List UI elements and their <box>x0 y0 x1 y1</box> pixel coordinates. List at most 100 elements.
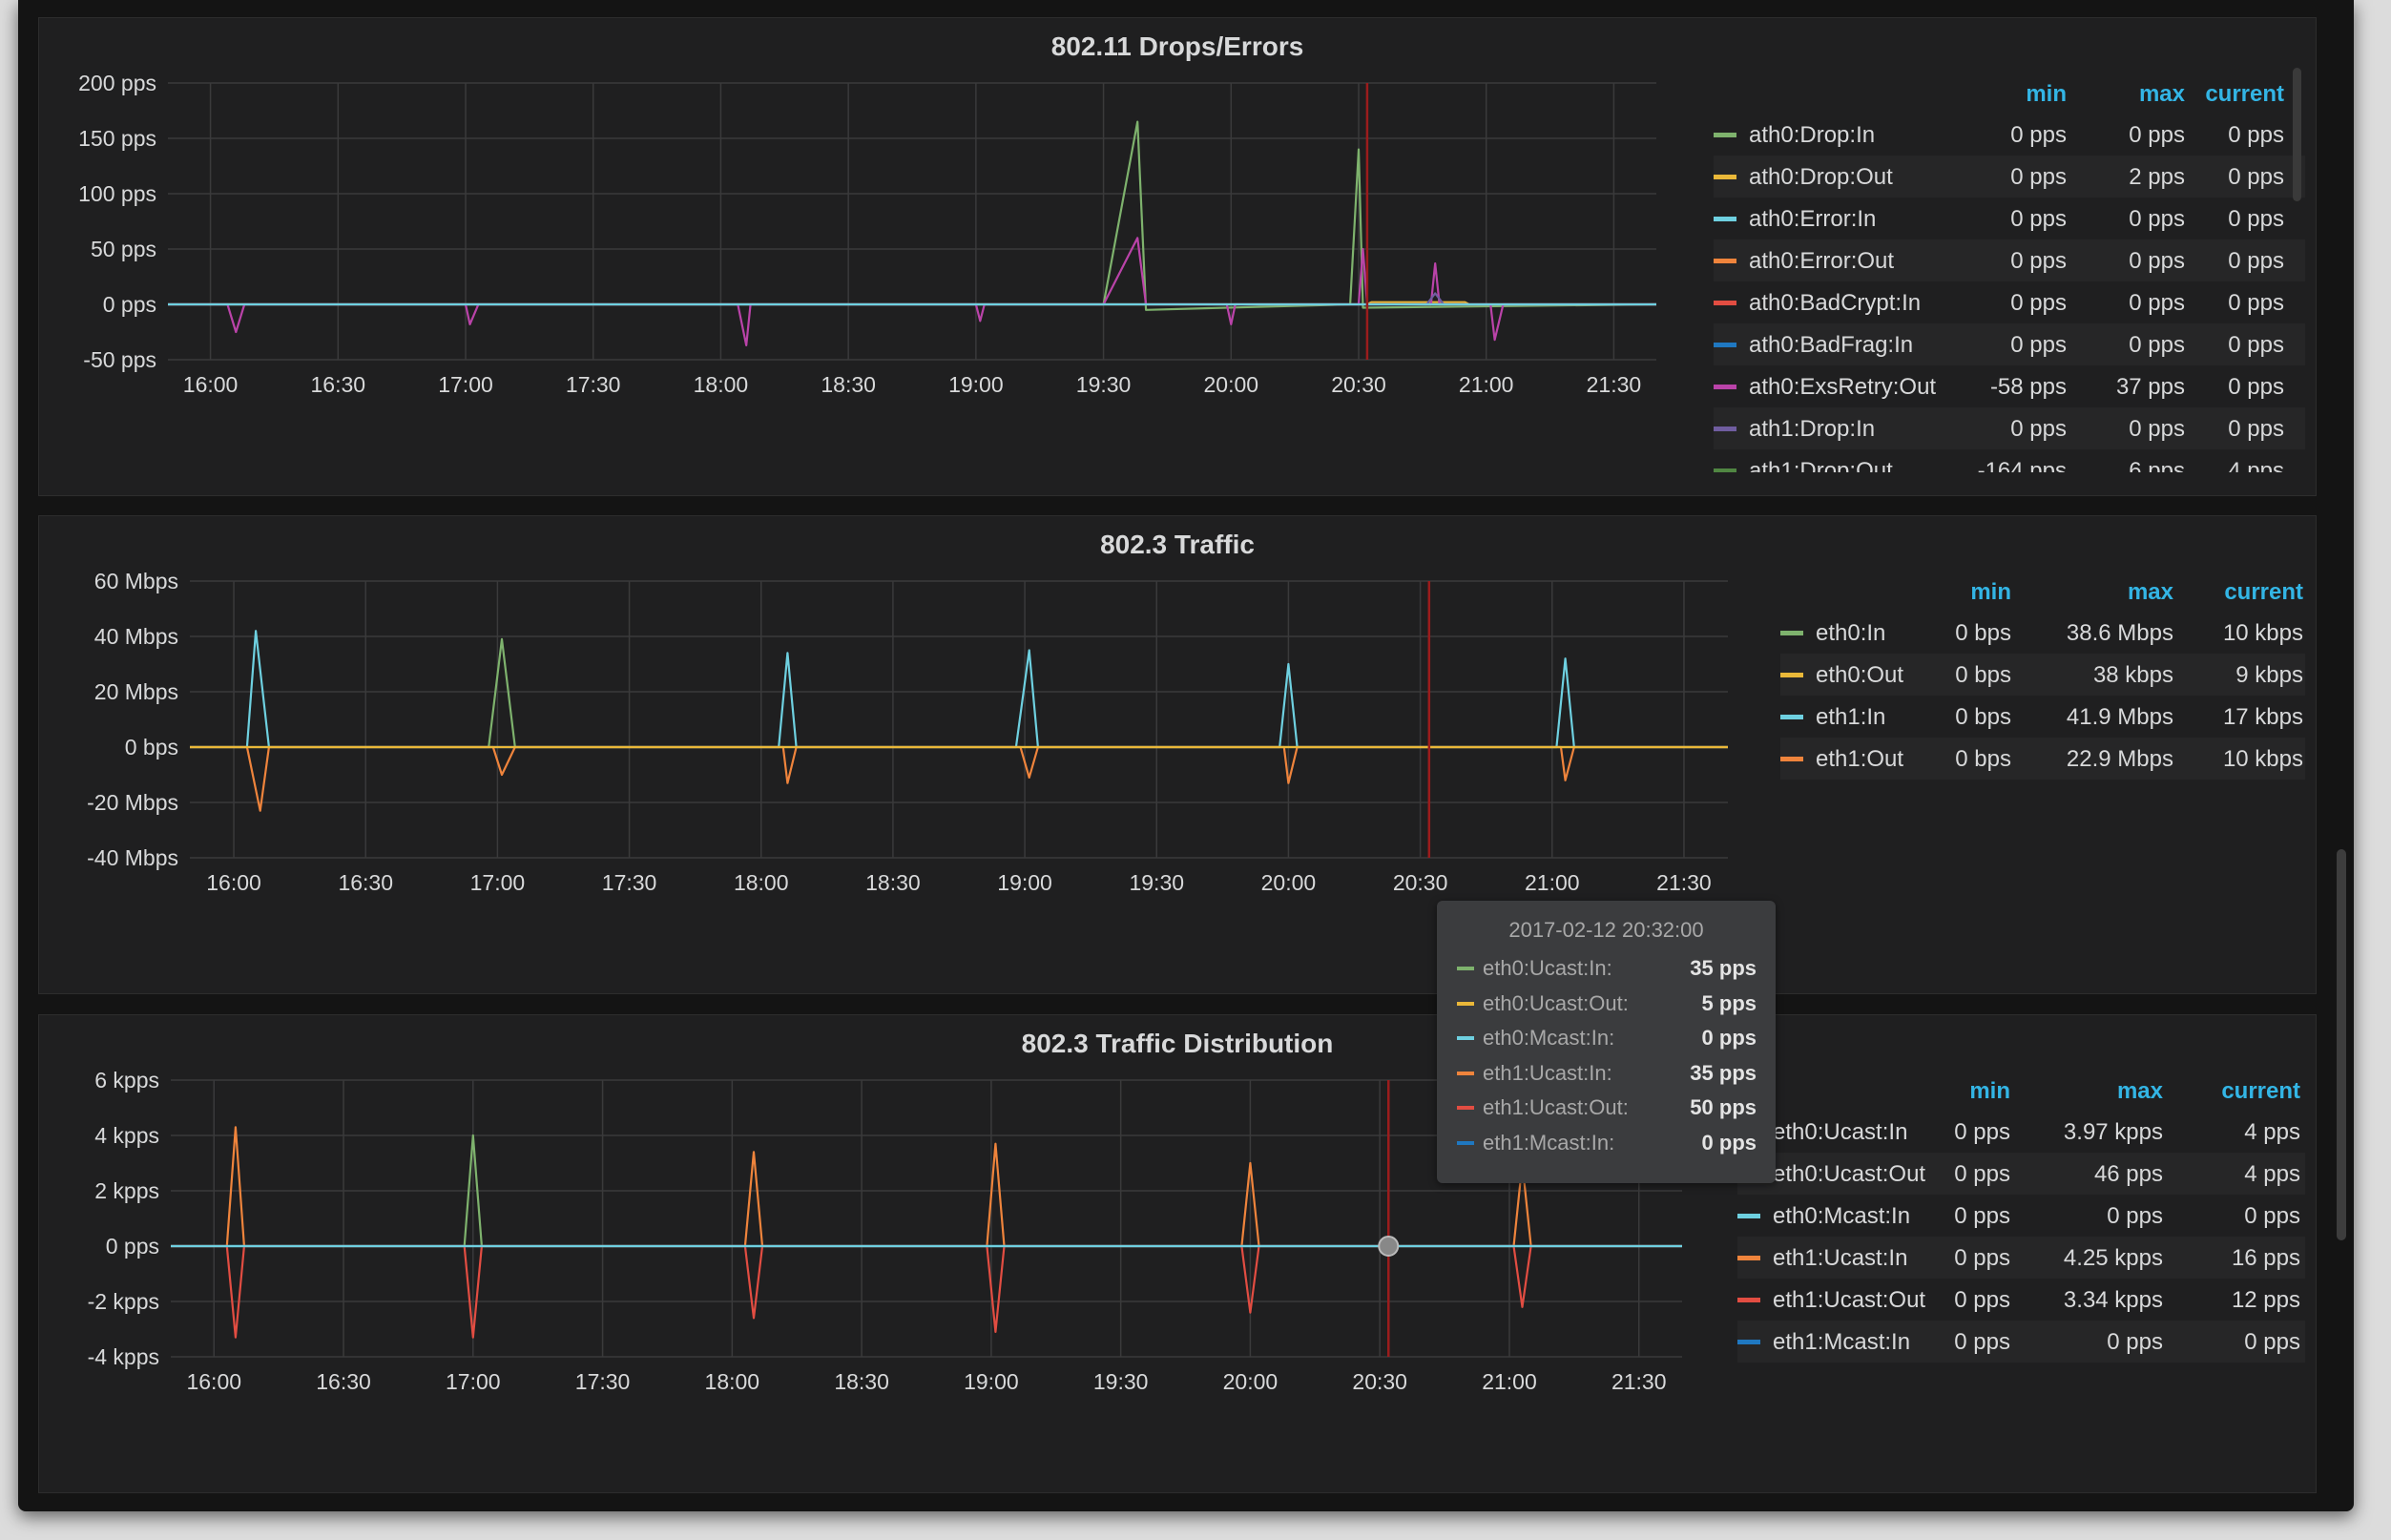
series-color-swatch[interactable] <box>1714 301 1736 305</box>
legend-row[interactable]: ath0:BadFrag:In 0 pps 0 pps 0 pps <box>1714 323 2305 365</box>
legend-row[interactable]: ath0:BadCrypt:In 0 pps 0 pps 0 pps <box>1714 281 2305 323</box>
series-color-swatch[interactable] <box>1780 631 1803 635</box>
legend-series-name[interactable]: ath0:BadCrypt:In <box>1749 290 1922 316</box>
legend-series-name[interactable]: eth1:Ucast:Out <box>1773 1287 1926 1313</box>
series-color-swatch[interactable] <box>1780 673 1803 677</box>
legend-sort-max[interactable]: max <box>2116 1078 2163 1104</box>
x-tick-label: 16:30 <box>316 1369 371 1394</box>
series-color-swatch[interactable] <box>1714 133 1736 137</box>
tooltip-color-swatch <box>1457 1106 1474 1110</box>
legend-sort-max[interactable]: max <box>2127 579 2173 605</box>
legend-sort-current[interactable]: current <box>2221 1078 2300 1104</box>
series-line[interactable] <box>171 1244 1682 1339</box>
legend-row[interactable]: eth1:Out 0 bps 22.9 Mbps 10 kbps <box>1780 738 2305 780</box>
legend-row[interactable]: eth1:In 0 bps 41.9 Mbps 17 kbps <box>1780 696 2305 738</box>
legend-series-name[interactable]: ath0:Error:Out <box>1749 248 1895 274</box>
legend-series-name[interactable]: eth0:Ucast:Out <box>1773 1161 1926 1187</box>
legend-row[interactable]: ath0:Error:Out 0 pps 0 pps 0 pps <box>1714 239 2305 281</box>
page-scrollbar[interactable] <box>2337 849 2346 1240</box>
x-tick-label: 19:30 <box>1129 870 1184 895</box>
y-tick-label: 40 Mbps <box>94 624 178 649</box>
series-line[interactable] <box>190 637 1728 749</box>
legend-sort-min[interactable]: min <box>1970 579 2011 605</box>
series-color-swatch[interactable] <box>1780 757 1803 761</box>
chart-drops-errors[interactable]: 200 pps 150 pps 100 pps 50 pps 0 pps -50 pps 1… <box>39 18 1699 495</box>
x-tick-label: 21:30 <box>1656 870 1712 895</box>
legend-row[interactable]: eth1:Ucast:Out 0 pps 3.34 kpps 12 pps <box>1737 1279 2305 1321</box>
legend-row[interactable]: ath1:Drop:In 0 pps 0 pps 0 pps <box>1714 407 2305 449</box>
grid <box>190 580 1728 859</box>
x-tick-label: 21:30 <box>1611 1369 1667 1394</box>
series-color-swatch[interactable] <box>1714 259 1736 263</box>
legend-series-name[interactable]: eth0:Out <box>1816 662 1904 688</box>
legend-series-name[interactable]: ath0:Error:In <box>1749 206 1877 232</box>
legend-row[interactable]: eth0:In 0 bps 38.6 Mbps 10 kbps <box>1780 612 2305 654</box>
legend-row[interactable]: eth0:Ucast:Out 0 pps 46 pps 4 pps <box>1737 1153 2305 1195</box>
series-color-swatch[interactable] <box>1737 1340 1760 1344</box>
x-tick-label: 21:00 <box>1482 1369 1537 1394</box>
chart-traffic[interactable]: 60 Mbps 40 Mbps 20 Mbps 0 bps -20 Mbps -40 Mb… <box>39 516 1757 993</box>
legend-row[interactable]: ath0:Drop:Out 0 pps 2 pps 0 pps <box>1714 156 2305 198</box>
legend-scrollbar[interactable] <box>2293 68 2301 201</box>
legend-value-min: 0 pps <box>2010 164 2067 190</box>
legend-series-name[interactable]: ath0:ExsRetry:Out <box>1749 374 1937 400</box>
legend-series-name[interactable]: ath0:Drop:In <box>1749 122 1876 148</box>
legend-row[interactable]: eth1:Mcast:In 0 pps 0 pps 0 pps <box>1737 1321 2305 1363</box>
series-line[interactable] <box>190 745 1728 812</box>
legend-series-name[interactable]: eth1:Mcast:In <box>1773 1329 1911 1355</box>
series-line[interactable] <box>168 120 1657 311</box>
y-tick-label: 50 pps <box>91 237 156 261</box>
series-color-swatch[interactable] <box>1714 468 1736 472</box>
legend-row[interactable]: ath0:Error:In 0 pps 0 pps 0 pps <box>1714 198 2305 239</box>
legend-series-name[interactable]: eth1:Ucast:In <box>1773 1245 1908 1271</box>
legend-series-name[interactable]: ath1:Drop:Out <box>1749 458 1893 472</box>
legend-series-name[interactable]: eth1:Out <box>1816 746 1904 772</box>
tooltip-series-name: eth1:Ucast:Out: <box>1483 1095 1629 1119</box>
series-color-swatch[interactable] <box>1714 385 1736 389</box>
series-line[interactable] <box>168 237 1656 346</box>
series-line[interactable] <box>190 630 1728 749</box>
legend-row[interactable]: ath1:Drop:Out -164 pps 6 pps 4 pps <box>1714 449 2305 472</box>
legend-value-min: 0 bps <box>1955 620 2011 646</box>
series-color-swatch[interactable] <box>1737 1298 1760 1302</box>
legend-value-current: 0 pps <box>2228 416 2284 442</box>
legend-row[interactable]: eth0:Mcast:In 0 pps 0 pps 0 pps <box>1737 1195 2305 1237</box>
series-color-swatch[interactable] <box>1737 1256 1760 1260</box>
legend-sort-current[interactable]: current <box>2224 579 2303 605</box>
panel-title[interactable]: 802.3 Traffic Distribution <box>1021 1029 1334 1058</box>
legend-series-name[interactable]: ath0:Drop:Out <box>1749 164 1893 190</box>
legend-series-name[interactable]: ath1:Drop:In <box>1749 416 1876 442</box>
legend-sort-min[interactable]: min <box>1969 1078 2010 1104</box>
legend-sort-current[interactable]: current <box>2205 81 2284 107</box>
legend-row[interactable]: ath0:ExsRetry:Out -58 pps 37 pps 0 pps <box>1714 365 2305 407</box>
legend-sort-max[interactable]: max <box>2138 81 2185 107</box>
legend-series-name[interactable]: eth0:Mcast:In <box>1773 1203 1911 1229</box>
tooltip-series-value: 5 pps <box>1701 990 1757 1015</box>
legend-value-min: 0 pps <box>2010 122 2067 148</box>
legend-value-current: 0 pps <box>2228 332 2284 358</box>
legend-row[interactable]: ath0:Drop:In 0 pps 0 pps 0 pps <box>1714 114 2305 156</box>
legend-value-min: 0 pps <box>1954 1329 2010 1355</box>
legend-value-current: 16 pps <box>2231 1245 2300 1271</box>
legend-series-name[interactable]: eth1:In <box>1816 704 1886 730</box>
x-tick-label: 18:30 <box>834 1369 889 1394</box>
legend-value-max: 6 pps <box>2129 458 2185 472</box>
panel-title[interactable]: 802.3 Traffic <box>1100 530 1255 559</box>
chart-traffic-distribution[interactable]: 6 kpps 4 kpps 2 kpps 0 pps -2 kpps -4 kpps 16:… <box>39 1015 1728 1492</box>
series-color-swatch[interactable] <box>1714 427 1736 431</box>
legend-sort-min[interactable]: min <box>2026 81 2067 107</box>
series-color-swatch[interactable] <box>1714 217 1736 221</box>
legend-series-name[interactable]: ath0:BadFrag:In <box>1749 332 1914 358</box>
series-line[interactable] <box>171 1126 1682 1248</box>
series-color-swatch[interactable] <box>1714 343 1736 347</box>
series-color-swatch[interactable] <box>1714 175 1736 179</box>
legend-row[interactable]: eth1:Ucast:In 0 pps 4.25 kpps 16 pps <box>1737 1237 2305 1279</box>
legend-series-name[interactable]: eth0:Ucast:In <box>1773 1119 1908 1145</box>
x-tick-label: 18:30 <box>865 870 921 895</box>
legend-series-name[interactable]: eth0:In <box>1816 620 1886 646</box>
legend-row[interactable]: eth0:Out 0 bps 38 kbps 9 kbps <box>1780 654 2305 696</box>
series-color-swatch[interactable] <box>1780 715 1803 719</box>
panel-title[interactable]: 802.11 Drops/Errors <box>1050 31 1304 61</box>
series-color-swatch[interactable] <box>1737 1214 1760 1218</box>
legend-row[interactable]: eth0:Ucast:In 0 pps 3.97 kpps 4 pps <box>1737 1111 2305 1153</box>
